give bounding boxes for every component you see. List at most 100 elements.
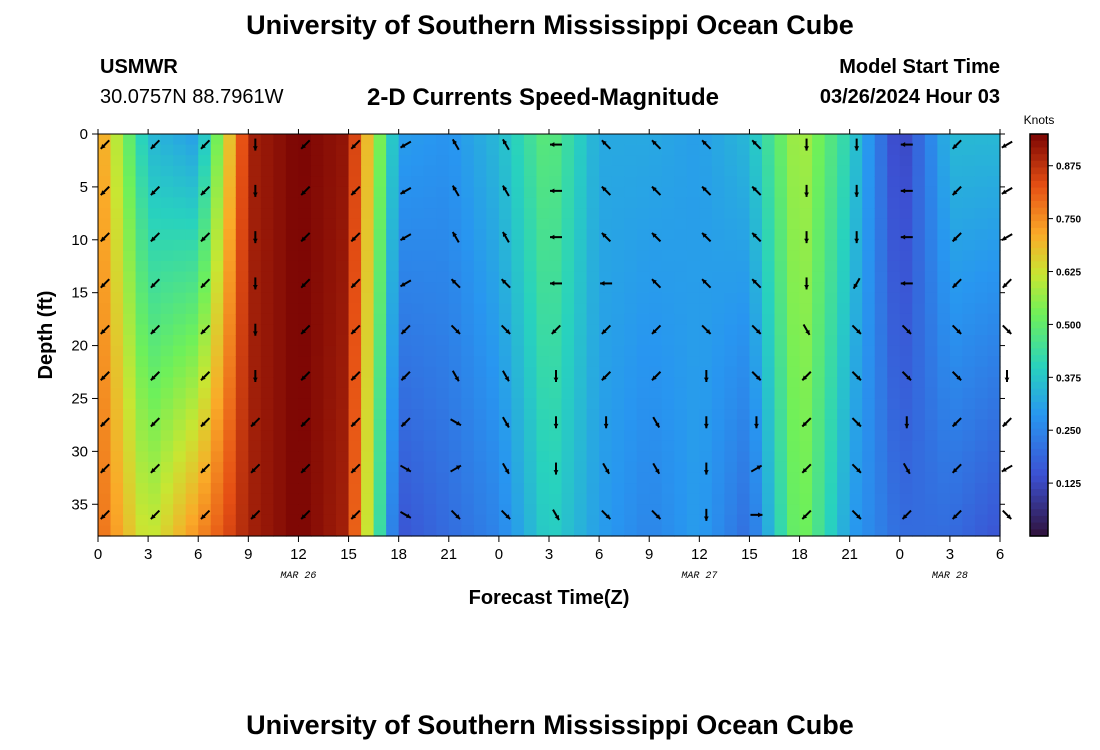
- heatmap-cell: [285, 409, 300, 421]
- heatmap-cell: [361, 186, 375, 199]
- heatmap-cell: [185, 440, 199, 452]
- heatmap-cell: [724, 335, 738, 347]
- heatmap-cell: [348, 282, 362, 294]
- heatmap-cell: [924, 271, 938, 283]
- heatmap-cell: [824, 387, 838, 400]
- current-arrowhead: [802, 514, 808, 520]
- heatmap-cell: [498, 239, 513, 251]
- heatmap-cell: [310, 451, 325, 463]
- heatmap-cell: [523, 260, 538, 273]
- current-arrowhead: [351, 236, 357, 242]
- current-arrowhead: [651, 232, 657, 238]
- heatmap-cell: [924, 504, 938, 516]
- heatmap-cell: [849, 514, 863, 527]
- current-arrowhead: [703, 377, 709, 382]
- heatmap-cell: [774, 229, 788, 241]
- heatmap-cell: [749, 218, 763, 230]
- current-arrowhead: [455, 514, 461, 520]
- heatmap-cell: [461, 504, 475, 516]
- heatmap-cell: [473, 472, 487, 484]
- heatmap-cell: [273, 398, 287, 410]
- heatmap-cell: [135, 218, 149, 230]
- heatmap-cell: [398, 292, 412, 304]
- heatmap-cell: [273, 155, 287, 167]
- heatmap-cell: [273, 324, 287, 336]
- heatmap-cell: [298, 377, 312, 389]
- heatmap-cell: [235, 525, 249, 537]
- heatmap-cell: [160, 165, 174, 177]
- heatmap-cell: [774, 525, 788, 537]
- heatmap-cell: [987, 324, 1001, 336]
- heatmap-cell: [361, 335, 375, 347]
- heatmap-cell: [574, 134, 588, 146]
- heatmap-cell: [736, 229, 751, 241]
- heatmap-cell: [110, 186, 124, 199]
- heatmap-cell: [436, 451, 450, 463]
- heatmap-cell: [749, 398, 763, 410]
- heatmap-cell: [185, 377, 199, 389]
- heatmap-cell: [574, 303, 588, 315]
- heatmap-cell: [924, 366, 938, 378]
- heatmap-cell: [849, 483, 863, 495]
- current-arrowhead: [952, 190, 958, 196]
- heatmap-cell: [160, 144, 174, 156]
- heatmap-cell: [924, 514, 938, 527]
- heatmap-cell: [160, 356, 174, 368]
- heatmap-cell: [787, 335, 801, 347]
- heatmap-cell: [135, 250, 149, 262]
- heatmap-cell: [636, 356, 650, 368]
- heatmap-cell: [774, 345, 788, 357]
- heatmap-cell: [336, 409, 350, 421]
- heatmap-cell: [160, 472, 174, 484]
- heatmap-cell: [699, 409, 713, 421]
- heatmap-cell: [448, 176, 462, 188]
- heatmap-cell: [787, 514, 801, 527]
- heatmap-cell: [699, 292, 713, 304]
- heatmap-cell: [185, 271, 199, 283]
- heatmap-cell: [285, 218, 300, 230]
- heatmap-cell: [824, 271, 838, 283]
- heatmap-cell: [273, 197, 287, 209]
- heatmap-cell: [787, 165, 801, 177]
- heatmap-cell: [874, 419, 888, 431]
- current-arrowhead: [504, 376, 509, 382]
- heatmap-cell: [373, 239, 387, 251]
- heatmap-cell: [586, 271, 600, 283]
- heatmap-cell: [511, 197, 525, 209]
- heatmap-cell: [599, 525, 613, 537]
- heatmap-cell: [110, 335, 124, 347]
- current-arrowhead: [802, 468, 808, 473]
- heatmap-cell: [674, 440, 688, 452]
- heatmap-cell: [574, 525, 588, 537]
- heatmap-cell: [824, 144, 838, 156]
- heatmap-cell: [962, 239, 976, 251]
- heatmap-cell: [962, 472, 976, 484]
- heatmap-cell: [574, 197, 588, 209]
- heatmap-cell: [599, 377, 613, 389]
- heatmap-cell: [837, 472, 851, 484]
- heatmap-cell: [874, 229, 888, 241]
- heatmap-cell: [373, 472, 387, 484]
- heatmap-cell: [511, 398, 525, 410]
- heatmap-cell: [473, 144, 487, 156]
- heatmap-cell: [523, 430, 538, 442]
- heatmap-cell: [423, 483, 437, 495]
- heatmap-cell: [461, 525, 475, 537]
- x-tick-label: 3: [144, 546, 152, 563]
- heatmap-cell: [912, 345, 926, 357]
- heatmap-cell: [787, 472, 801, 484]
- heatmap-cell: [260, 197, 274, 209]
- current-arrowhead: [452, 185, 458, 191]
- heatmap-cell: [774, 271, 788, 283]
- heatmap-cell: [235, 292, 249, 304]
- heatmap-cell: [812, 165, 826, 177]
- heatmap-cell: [436, 472, 450, 484]
- heatmap-cell: [235, 239, 249, 251]
- current-arrowhead: [551, 329, 557, 334]
- current-arrowhead: [252, 331, 258, 336]
- heatmap-cell: [749, 239, 763, 251]
- heatmap-cell: [674, 335, 688, 347]
- heatmap-cell: [498, 398, 513, 410]
- heatmap-cell: [285, 366, 300, 378]
- heatmap-cell: [486, 440, 500, 452]
